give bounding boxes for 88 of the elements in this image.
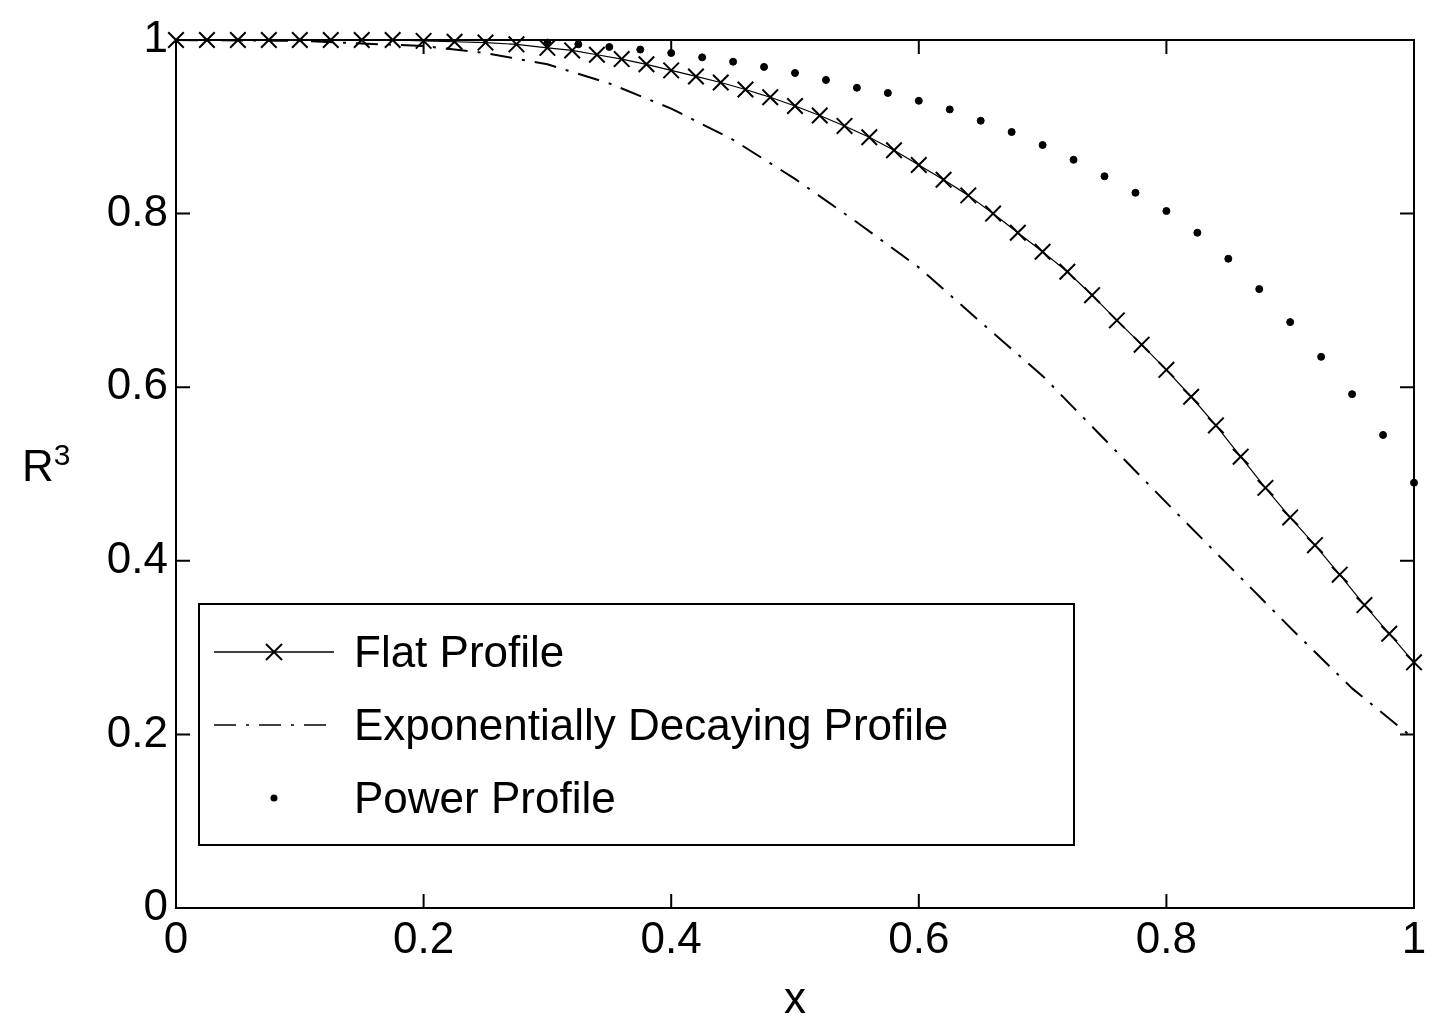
y-tick-label: 0.4 — [106, 532, 168, 582]
point — [1131, 188, 1140, 197]
point — [229, 31, 247, 49]
y-tick-label: 0.6 — [106, 359, 168, 409]
point — [1317, 352, 1326, 361]
point — [321, 31, 340, 49]
point — [1405, 653, 1423, 672]
y-tick-label: 0.2 — [106, 706, 168, 756]
y-tick-label: 0.8 — [106, 185, 168, 235]
point — [1182, 387, 1200, 406]
point — [167, 31, 185, 49]
point — [1100, 172, 1109, 181]
point — [1379, 430, 1388, 439]
point — [1224, 254, 1233, 263]
point — [445, 32, 464, 51]
point — [885, 141, 903, 160]
y-axis-title: R$^{3}$ — [22, 438, 71, 491]
point — [563, 41, 581, 60]
point — [1255, 285, 1264, 294]
point — [791, 68, 799, 77]
point — [698, 53, 707, 62]
point — [860, 128, 879, 146]
point — [383, 31, 402, 49]
point — [1132, 335, 1151, 354]
x-tick-label: 0.8 — [1135, 912, 1197, 962]
legend-label: Flat Profile — [354, 626, 565, 677]
x-tick-label: 0.4 — [640, 912, 702, 962]
legend-label: Exponentially Decaying Profile — [354, 699, 949, 750]
point — [1033, 243, 1052, 261]
point — [1038, 141, 1047, 150]
point — [1306, 536, 1324, 554]
point — [1380, 624, 1399, 643]
point — [352, 31, 371, 49]
point — [636, 45, 645, 54]
point — [945, 105, 954, 114]
point — [605, 42, 614, 51]
y-tick-label: 1 — [143, 12, 168, 62]
point — [852, 83, 861, 92]
point — [1256, 479, 1275, 497]
point — [786, 97, 804, 115]
point — [476, 33, 495, 52]
point — [588, 45, 606, 64]
point — [198, 31, 216, 49]
point — [984, 204, 1002, 223]
point — [1157, 361, 1176, 379]
point — [1231, 447, 1250, 466]
point — [291, 31, 309, 49]
point — [729, 57, 738, 66]
point — [612, 50, 631, 68]
point — [1108, 311, 1126, 330]
point — [1281, 508, 1299, 527]
point — [538, 39, 557, 57]
point — [835, 117, 854, 135]
point — [760, 62, 769, 71]
point — [414, 32, 433, 50]
point — [761, 88, 780, 107]
point — [810, 106, 829, 125]
point — [1007, 128, 1016, 137]
point — [883, 88, 892, 97]
point — [736, 80, 755, 99]
point — [1207, 416, 1225, 435]
point — [260, 31, 278, 49]
x-tick-label: 0.2 — [393, 912, 455, 962]
point — [1069, 155, 1078, 164]
legend-label: Power Profile — [354, 772, 616, 823]
x-tick-label: 1 — [1401, 912, 1427, 962]
point — [687, 67, 705, 86]
point — [914, 96, 923, 105]
point — [1058, 262, 1077, 281]
point — [507, 35, 526, 54]
x-tick-label: 0.6 — [888, 912, 950, 962]
point — [976, 116, 985, 125]
point — [959, 186, 978, 205]
point — [1355, 596, 1374, 614]
point — [662, 61, 680, 80]
point — [1009, 223, 1027, 242]
point — [1330, 565, 1349, 584]
point — [637, 55, 656, 74]
x-axis-title: x — [784, 972, 806, 1022]
point — [821, 75, 830, 84]
point — [1348, 390, 1357, 399]
point — [1193, 228, 1202, 237]
point — [1162, 207, 1171, 215]
point — [934, 170, 953, 189]
point — [910, 156, 928, 174]
point — [711, 73, 730, 92]
point — [1286, 318, 1295, 327]
point — [1083, 286, 1101, 304]
